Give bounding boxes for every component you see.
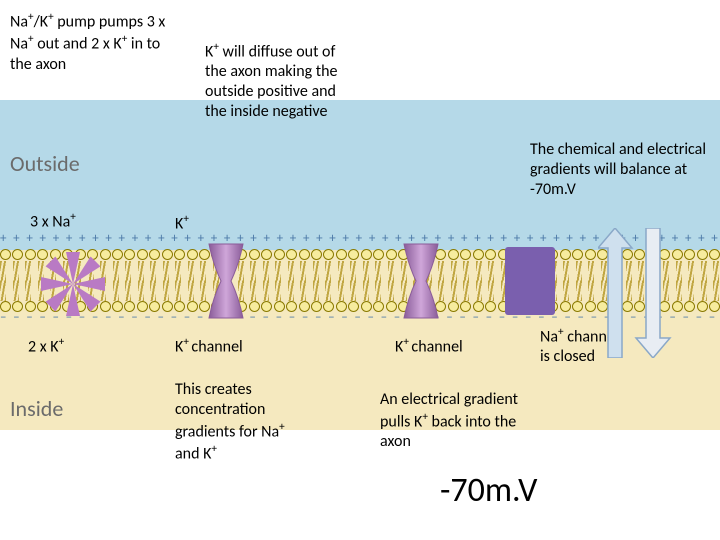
na-channel-closed bbox=[505, 247, 555, 315]
k-channel-label-2: K+ channel bbox=[395, 335, 495, 357]
na-k-pump bbox=[33, 244, 113, 324]
k-channel-1 bbox=[205, 244, 247, 318]
pump-description: Na+/K+ pump pumps 3 x Na+ out and 2 x K+… bbox=[10, 10, 170, 75]
elec-gradient-text: An electrical gradient pulls K+ back int… bbox=[380, 390, 530, 452]
voltage-value: -70m.V bbox=[440, 470, 537, 511]
gradient-arrows bbox=[598, 228, 678, 363]
k-channel-label-1: K+ channel bbox=[175, 335, 275, 357]
label-inside: Inside bbox=[10, 395, 63, 422]
two-k-label: 2 x K+ bbox=[28, 335, 108, 357]
label-outside: Outside bbox=[10, 150, 80, 177]
balance-text: The chemical and electrical gradients wi… bbox=[530, 140, 710, 200]
three-na-label: 3 x Na+ bbox=[30, 210, 110, 232]
k-channel-2 bbox=[400, 244, 442, 318]
k-diffuse-text: K+ will diffuse out of the axon making t… bbox=[205, 40, 340, 122]
conc-gradient-text: This creates concentration gradients for… bbox=[175, 380, 305, 465]
